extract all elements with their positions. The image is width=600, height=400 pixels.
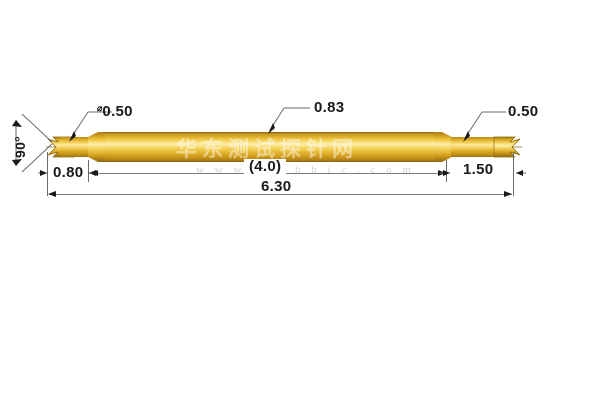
right-crown-tip-icon (493, 136, 522, 158)
right-length-dimension (440, 170, 526, 176)
right-plunger-shaft (451, 137, 496, 157)
stroke-length-label: (4.0) (244, 159, 287, 174)
total-dimension-line (49, 194, 512, 195)
tip-angle-annotation (12, 113, 53, 173)
probe-barrel (105, 132, 435, 162)
right-diameter-leader (463, 111, 506, 142)
right-length-label: 1.50 (460, 162, 497, 177)
right-diameter-label: 0.50 (508, 103, 539, 120)
witness-line-right-step (446, 160, 447, 182)
right-shoulder-taper (434, 132, 452, 162)
left-plunger-shaft (60, 137, 90, 157)
barrel-top-edge (105, 132, 435, 133)
witness-line-left-end (47, 152, 48, 196)
left-diameter-label: ⌀0.50 (97, 103, 133, 120)
left-length-label: 0.80 (53, 164, 84, 181)
tip-angle-label: 90° (12, 135, 28, 158)
left-diameter-value: 0.50 (102, 103, 133, 120)
diameter-symbol-icon: ⌀ (97, 103, 103, 113)
total-dimension-arrows (48, 191, 512, 197)
left-shoulder-taper (88, 132, 106, 162)
total-length-label: 6.30 (256, 179, 297, 194)
barrel-diameter-label: 0.83 (314, 99, 345, 116)
barrel-diameter-leader (268, 107, 310, 134)
left-diameter-leader (69, 111, 112, 142)
witness-line-right-end (513, 152, 514, 196)
witness-line-left-step (88, 160, 89, 182)
